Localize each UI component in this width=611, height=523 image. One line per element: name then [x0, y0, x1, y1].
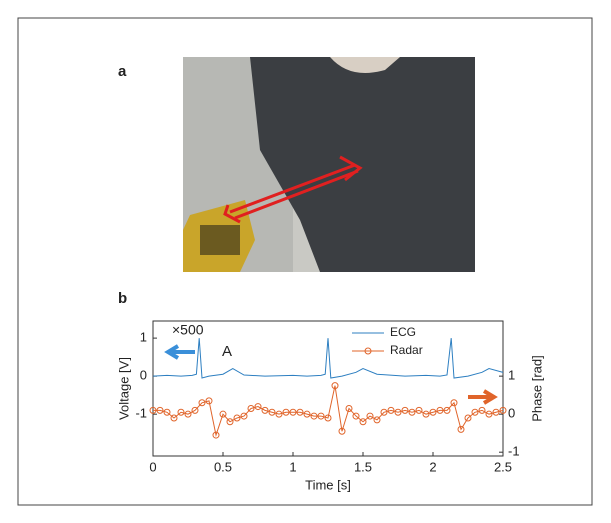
- marker: [282, 408, 290, 416]
- legend-label: ECG: [390, 325, 416, 339]
- marker: [156, 406, 164, 414]
- arrow: [164, 344, 195, 360]
- marker: [289, 408, 297, 416]
- marker: [261, 406, 269, 414]
- marker: [212, 431, 220, 439]
- y2-axis-label: Phase [rad]: [529, 355, 544, 422]
- marker: [408, 408, 416, 416]
- marker: [499, 406, 507, 414]
- x-tick-label: 0.5: [214, 459, 232, 474]
- marker: [415, 406, 423, 414]
- marker: [373, 416, 381, 424]
- frame: [17, 17, 593, 506]
- marker: [233, 414, 241, 422]
- series-line: [152, 338, 504, 379]
- marker: [240, 412, 248, 420]
- marker: [219, 410, 227, 418]
- x-tick-label: 1: [289, 459, 296, 474]
- y-tick-label: -1: [135, 406, 147, 421]
- marker: [254, 403, 262, 411]
- panel-label: b: [118, 290, 127, 307]
- marker: [492, 408, 500, 416]
- marker: [247, 404, 255, 412]
- marker: [478, 406, 486, 414]
- y2-tick-label: 1: [508, 368, 515, 383]
- y-tick-label: 0: [140, 368, 147, 383]
- marker: [436, 406, 444, 414]
- marker: [366, 412, 374, 420]
- marker: [352, 412, 360, 420]
- marker: [338, 427, 346, 435]
- marker: [205, 397, 213, 405]
- marker: [324, 414, 332, 422]
- marker: [170, 414, 178, 422]
- marker: [226, 418, 234, 426]
- x-tick-label: 1.5: [354, 459, 372, 474]
- marker: [149, 406, 157, 414]
- marker: [296, 408, 304, 416]
- marker: [380, 408, 388, 416]
- marker: [268, 408, 276, 416]
- y-tick-label: 1: [140, 330, 147, 345]
- marker: [457, 425, 465, 433]
- annotation: A: [222, 343, 232, 360]
- marker: [191, 406, 199, 414]
- x-tick-label: 2.5: [494, 459, 512, 474]
- x-tick-label: 2: [429, 459, 436, 474]
- y2-tick-label: 0: [508, 406, 515, 421]
- marker: [359, 418, 367, 426]
- marker: [450, 399, 458, 407]
- arrow: [468, 389, 498, 405]
- series-line: [153, 385, 504, 438]
- marker: [401, 406, 409, 414]
- marker: [471, 408, 479, 416]
- marker: [443, 406, 451, 414]
- marker: [422, 410, 430, 418]
- legend-label: Radar: [390, 343, 423, 357]
- legend-marker: [364, 347, 372, 355]
- marker: [275, 410, 283, 418]
- y2-tick-label: -1: [508, 444, 520, 459]
- annotation: ×500: [172, 322, 204, 338]
- y-axis-label: Voltage [V]: [116, 357, 131, 420]
- marker: [310, 412, 318, 420]
- marker: [177, 408, 185, 416]
- marker: [464, 414, 472, 422]
- marker: [345, 404, 353, 412]
- x-axis-label: Time [s]: [305, 477, 351, 492]
- marker: [198, 399, 206, 407]
- marker: [429, 408, 437, 416]
- marker: [387, 406, 395, 414]
- marker: [303, 410, 311, 418]
- marker: [331, 382, 339, 390]
- marker: [485, 410, 493, 418]
- marker: [163, 408, 171, 416]
- plot-frame: [152, 320, 504, 457]
- marker: [394, 408, 402, 416]
- marker: [184, 410, 192, 418]
- panel-label: a: [118, 63, 127, 80]
- marker: [317, 412, 325, 420]
- x-tick-label: 0: [149, 459, 156, 474]
- photo: [183, 57, 475, 272]
